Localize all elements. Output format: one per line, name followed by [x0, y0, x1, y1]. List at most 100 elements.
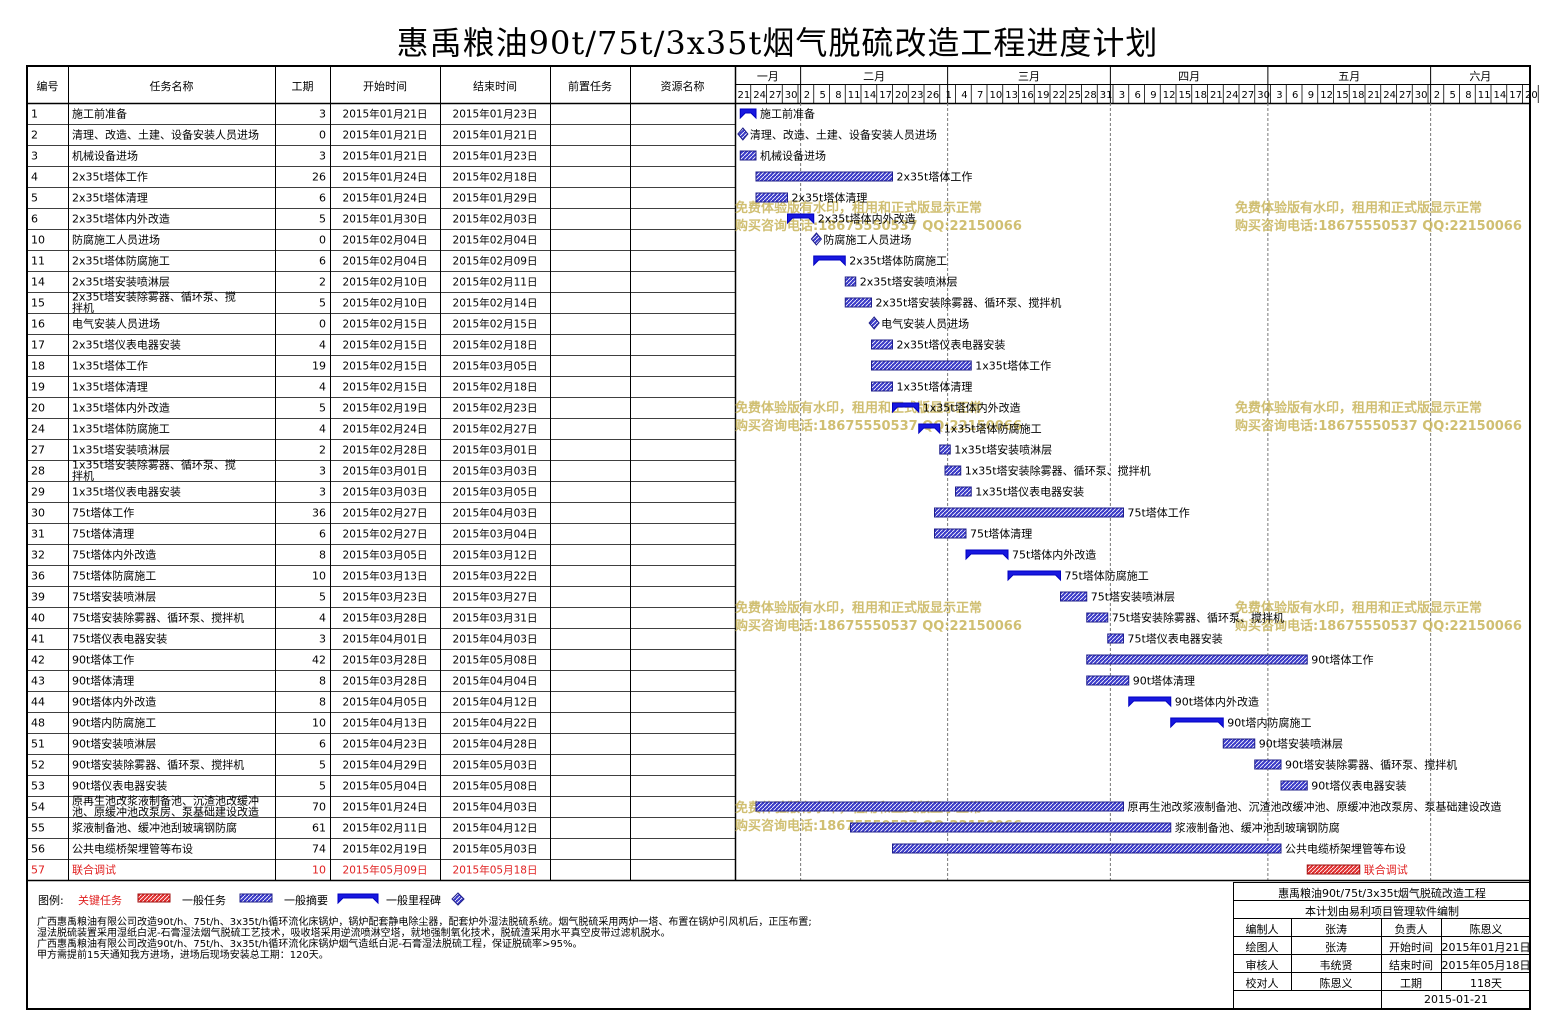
- bar-label: 2x35t塔体防腐施工: [849, 254, 947, 268]
- cell-name: 浆液制备池、缓冲池刮玻璃钢防腐: [72, 821, 237, 835]
- cell-duration: 5: [319, 297, 326, 310]
- bar-label: 1x35t塔体防腐施工: [944, 422, 1042, 436]
- cell-id: 4: [31, 171, 38, 184]
- bar-label: 75t塔体清理: [970, 527, 1032, 541]
- bar-label: 浆液制备池、缓冲池刮玻璃钢防腐: [1175, 821, 1340, 835]
- summary-bar: [918, 423, 941, 435]
- info-compiler: 张涛: [1325, 923, 1347, 936]
- cell-finish: 2015年02月18日: [453, 381, 538, 394]
- day-tick-label: 18: [1194, 90, 1207, 101]
- day-tick-label: 3: [1119, 90, 1125, 101]
- watermark-text: 购买咨询电话:18675550537 QQ:22150066: [1235, 618, 1522, 634]
- cell-name: 90t塔体清理: [72, 674, 134, 688]
- column-header-id: 编号: [37, 79, 59, 93]
- cell-name: 2x35t塔体清理: [72, 191, 148, 205]
- cell-name: 90t塔内防腐施工: [72, 716, 156, 730]
- cell-name: 施工前准备: [72, 107, 127, 121]
- cell-duration: 5: [319, 759, 326, 772]
- bar-label: 90t塔体清理: [1133, 674, 1195, 688]
- bar-label: 电气安装人员进场: [881, 317, 969, 331]
- bar-label: 90t塔体内外改造: [1175, 695, 1259, 709]
- cell-start: 2015年01月24日: [343, 801, 428, 814]
- cell-id: 6: [31, 213, 38, 226]
- cell-start: 2015年01月24日: [343, 192, 428, 205]
- summary-bar: [1170, 717, 1224, 729]
- cell-start: 2015年02月27日: [343, 528, 428, 541]
- info-project: 惠禹粮油90t/75t/3x35t烟气脱硫改造工程: [1278, 887, 1486, 900]
- cell-id: 18: [31, 360, 45, 373]
- cell-id: 2: [31, 129, 38, 142]
- cell-finish: 2015年02月09日: [453, 255, 538, 268]
- cell-id: 39: [31, 591, 45, 604]
- cell-name: 公共电缆桥架埋管等布设: [72, 842, 193, 856]
- cell-id: 29: [31, 486, 45, 499]
- day-tick-label: 2: [804, 90, 810, 101]
- summary-bar: [965, 549, 1009, 561]
- task-bar: [844, 297, 872, 308]
- cell-id: 36: [31, 570, 45, 583]
- column-header-name: 任务名称: [150, 79, 194, 93]
- task-bar: [755, 192, 788, 203]
- day-tick-label: 24: [753, 90, 766, 101]
- watermark-text: 购买咨询电话:18675550537 QQ:22150066: [1235, 418, 1522, 434]
- cell-name: 1x35t塔仪表电器安装: [72, 485, 181, 499]
- day-tick-label: 27: [1242, 90, 1255, 101]
- legend-milestone-swatch: [451, 892, 465, 906]
- cell-duration: 0: [319, 234, 326, 247]
- cell-start: 2015年02月10日: [343, 276, 428, 289]
- cell-name: 75t塔安装喷淋层: [72, 590, 156, 604]
- day-tick-label: 8: [1465, 90, 1471, 101]
- cell-start: 2015年03月03日: [343, 486, 428, 499]
- info-date: 2015-01-21: [1424, 993, 1488, 1006]
- note-line: 广西惠禹粮油有限公司改造90t/h、75t/h、3x35t/h循环流化床锅炉烟气…: [37, 939, 583, 950]
- legend-label: 图例:: [38, 894, 64, 907]
- month-label: 一月: [757, 70, 779, 83]
- cell-name: 清理、改造、土建、设备安装人员进场: [72, 128, 259, 142]
- bar-label: 施工前准备: [760, 107, 815, 121]
- cell-finish: 2015年02月11日: [453, 276, 538, 289]
- day-tick-label: 13: [1005, 90, 1018, 101]
- cell-id: 24: [31, 423, 45, 436]
- day-tick-label: 9: [1308, 90, 1314, 101]
- cell-finish: 2015年03月31日: [453, 612, 538, 625]
- cell-start: 2015年01月24日: [343, 171, 428, 184]
- legend-normal-label: 一般任务: [182, 894, 226, 907]
- info-start-label: 开始时间: [1389, 941, 1433, 954]
- day-tick-label: 24: [1226, 90, 1239, 101]
- summary-bar: [813, 255, 846, 267]
- cell-finish: 2015年05月18日: [453, 864, 538, 877]
- cell-name: 90t塔安装除雾器、循环泵、搅拌机: [72, 758, 244, 772]
- day-tick-label: 14: [1494, 90, 1507, 101]
- cell-id: 51: [31, 738, 45, 751]
- watermark-text: 购买咨询电话:18675550537 QQ:22150066: [1235, 218, 1522, 234]
- cell-finish: 2015年03月01日: [453, 444, 538, 457]
- cell-start: 2015年01月21日: [343, 129, 428, 142]
- project-notes: 广西惠禹粮油有限公司改造90t/h、75t/h、3x35t/h循环流化床锅炉，锅…: [37, 917, 812, 961]
- task-bar: [939, 444, 951, 455]
- task-bar: [871, 360, 972, 371]
- cell-finish: 2015年05月03日: [453, 759, 538, 772]
- cell-duration: 6: [319, 192, 326, 205]
- bar-label: 1x35t塔安装喷淋层: [954, 443, 1052, 457]
- day-tick-label: 30: [1257, 90, 1270, 101]
- info-owner: 陈恩义: [1469, 923, 1503, 936]
- cell-finish: 2015年04月03日: [453, 801, 538, 814]
- day-tick-label: 2: [1434, 90, 1440, 101]
- column-header-duration: 工期: [292, 80, 314, 93]
- cell-name: 防腐施工人员进场: [72, 233, 160, 247]
- cell-start: 2015年02月27日: [343, 507, 428, 520]
- cell-finish: 2015年02月27日: [453, 423, 538, 436]
- bar-label: 1x35t塔体内外改造: [923, 401, 1021, 415]
- month-label: 六月: [1469, 70, 1491, 83]
- day-tick-label: 5: [1449, 90, 1455, 101]
- day-tick-label: 15: [1336, 90, 1349, 101]
- cell-start: 2015年04月01日: [343, 633, 428, 646]
- cell-duration: 4: [319, 612, 326, 625]
- cell-id: 17: [31, 339, 45, 352]
- bar-label: 2x35t塔仪表电器安装: [897, 338, 1006, 352]
- task-bar: [1060, 591, 1088, 602]
- task-bar: [892, 843, 1282, 854]
- cell-finish: 2015年04月28日: [453, 738, 538, 751]
- bar-label: 2x35t塔体清理: [792, 191, 868, 205]
- task-bar: [844, 276, 857, 287]
